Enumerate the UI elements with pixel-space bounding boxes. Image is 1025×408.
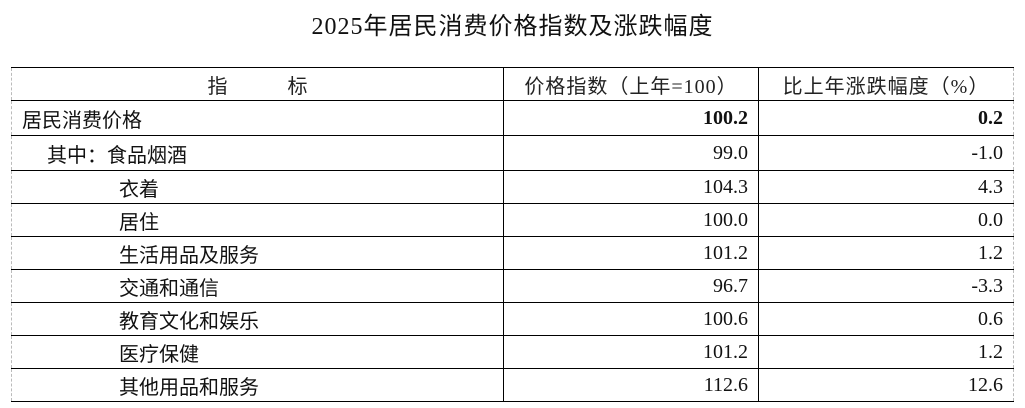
price-index-value: 101.2: [503, 335, 759, 369]
price-index-value: 104.3: [503, 170, 759, 204]
row-label: 教育文化和娱乐: [11, 302, 504, 336]
row-label: 其他用品和服务: [11, 368, 504, 402]
page-title: 2025年居民消费价格指数及涨跌幅度: [311, 14, 714, 40]
row-label: 交通和通信: [11, 269, 504, 303]
table-row: 居住 100.0 0.0: [11, 203, 1014, 237]
header-change: 比上年涨跌幅度（%）: [758, 67, 1014, 101]
row-label: 医疗保健: [11, 335, 504, 369]
change-value: 1.2: [758, 236, 1014, 270]
table-row: 其他用品和服务 112.6 12.6: [11, 368, 1014, 402]
row-label: 居民消费价格: [11, 100, 504, 136]
change-value: 4.3: [758, 170, 1014, 204]
price-index-value: 100.6: [503, 302, 759, 336]
row-label: 生活用品及服务: [11, 236, 504, 270]
table-row: 交通和通信 96.7 -3.3: [11, 269, 1014, 303]
price-index-value: 112.6: [503, 368, 759, 402]
table-row: 居民消费价格 100.2 0.2: [11, 100, 1014, 136]
change-value: 0.2: [758, 100, 1014, 136]
change-value: 0.6: [758, 302, 1014, 336]
price-index-value: 99.0: [503, 135, 759, 171]
header-price-index: 价格指数（上年=100）: [503, 67, 759, 101]
row-label: 居住: [11, 203, 504, 237]
row-label: 衣着: [11, 170, 504, 204]
header-indicator: 指 标: [11, 67, 504, 101]
table-header-row: 指 标 价格指数（上年=100） 比上年涨跌幅度（%）: [11, 67, 1014, 101]
price-index-value: 100.2: [503, 100, 759, 136]
table-row: 衣着 104.3 4.3: [11, 170, 1014, 204]
change-value: 0.0: [758, 203, 1014, 237]
price-index-value: 96.7: [503, 269, 759, 303]
table-row: 医疗保健 101.2 1.2: [11, 335, 1014, 369]
change-value: 1.2: [758, 335, 1014, 369]
cpi-table: 指 标 价格指数（上年=100） 比上年涨跌幅度（%） 居民消费价格 100.2 0…: [11, 67, 1014, 402]
price-index-value: 101.2: [503, 236, 759, 270]
table-row: 教育文化和娱乐 100.6 0.6: [11, 302, 1014, 336]
price-index-value: 100.0: [503, 203, 759, 237]
table-row: 其中：食品烟酒 99.0 -1.0: [11, 135, 1014, 171]
change-value: -3.3: [758, 269, 1014, 303]
change-value: -1.0: [758, 135, 1014, 171]
row-label: 其中：食品烟酒: [11, 135, 504, 171]
table-row: 生活用品及服务 101.2 1.2: [11, 236, 1014, 270]
change-value: 12.6: [758, 368, 1014, 402]
